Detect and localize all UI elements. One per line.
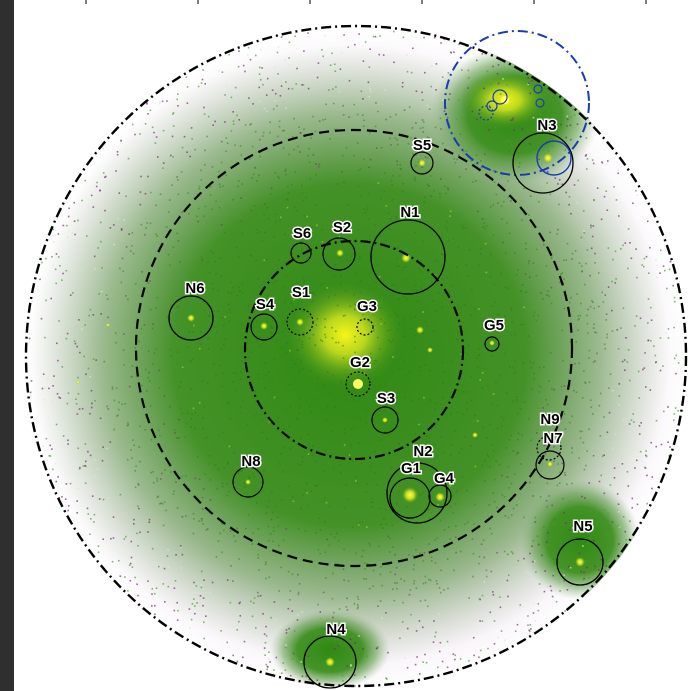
xray-image: S5 N3 N1 S6 S2 N6 S4 S1 G3 G5 G2 S3 N9 N… — [14, 0, 689, 691]
n8-aperture — [232, 466, 264, 498]
n7-aperture — [535, 450, 565, 480]
top-ticks — [85, 0, 647, 4]
label-n3: N3 — [537, 117, 556, 134]
label-n2: N2 — [413, 443, 432, 460]
label-n6: N6 — [185, 280, 204, 297]
n3-aperture — [512, 132, 574, 194]
s2-aperture — [322, 237, 356, 271]
ring-overlays — [24, 24, 688, 689]
n4-aperture — [303, 635, 357, 689]
label-s2: S2 — [333, 219, 351, 236]
source-extra-5 — [106, 323, 110, 327]
source-s1 — [296, 318, 304, 326]
source-n3 — [543, 153, 553, 163]
g5-aperture — [484, 336, 500, 352]
n9-aperture — [536, 435, 562, 461]
label-n5: N5 — [573, 518, 592, 535]
source-s5 — [418, 159, 426, 167]
source-g5 — [489, 340, 495, 346]
s1-aperture — [286, 308, 314, 336]
label-n4: N4 — [326, 621, 346, 638]
n6-aperture — [168, 295, 214, 341]
source-extra-4 — [501, 96, 509, 104]
label-g5: G5 — [484, 317, 504, 334]
dark-sidebar — [0, 0, 14, 691]
label-n8: N8 — [241, 453, 260, 470]
s4-aperture — [250, 313, 278, 341]
g4-aperture — [428, 484, 452, 508]
s6-aperture — [290, 242, 312, 264]
label-s1: S1 — [292, 284, 310, 301]
label-s6: S6 — [293, 225, 311, 242]
label-g4: G4 — [434, 470, 455, 487]
source-n6 — [187, 314, 195, 322]
n5-aperture — [556, 538, 604, 586]
source-s3 — [382, 417, 388, 423]
blue-small-1 — [492, 89, 508, 105]
blue-small-4 — [533, 84, 543, 94]
s3-aperture — [371, 406, 399, 434]
source-g4 — [435, 492, 445, 502]
blue-small-3 — [478, 105, 494, 121]
label-n1: N1 — [400, 204, 419, 221]
s-green-lobe — [270, 610, 390, 688]
source-n1 — [401, 253, 411, 263]
source-extra-2 — [427, 347, 433, 353]
source-n8 — [245, 479, 251, 485]
outer-dashdot-ring — [24, 24, 688, 688]
label-g2: G2 — [350, 354, 370, 371]
label-g1: G1 — [401, 460, 421, 477]
source-n5 — [575, 557, 585, 567]
middle-dashed-ring — [134, 128, 574, 568]
point-sources — [76, 96, 585, 667]
g2-aperture — [345, 371, 371, 397]
source-n7 — [547, 461, 553, 467]
source-g1 — [402, 487, 418, 503]
blue-small-5 — [535, 98, 545, 108]
inner-dashdot-ring — [243, 239, 465, 461]
s5-aperture — [410, 151, 434, 175]
label-s4: S4 — [256, 296, 275, 313]
label-s5: S5 — [413, 137, 431, 154]
n1-aperture — [370, 219, 446, 295]
label-n9: N9 — [540, 411, 559, 428]
label-g3: G3 — [357, 298, 377, 315]
g1-aperture — [389, 477, 431, 519]
core-yellow — [285, 280, 405, 390]
n2-aperture — [386, 462, 448, 524]
source-s2 — [336, 249, 344, 257]
source-extra-3 — [472, 432, 478, 438]
label-n7: N7 — [543, 430, 562, 447]
source-s4 — [260, 322, 268, 330]
source-n4 — [325, 657, 335, 667]
source-extra-1 — [416, 326, 424, 334]
source-labels: S5 N3 N1 S6 S2 N6 S4 S1 G3 G5 G2 S3 N9 N… — [184, 116, 594, 640]
image-frame: S5 N3 N1 S6 S2 N6 S4 S1 G3 G5 G2 S3 N9 N… — [14, 0, 689, 691]
blue-region-ring — [444, 30, 590, 176]
n3-blue-aperture — [536, 140, 572, 176]
label-s3: S3 — [377, 390, 395, 407]
source-extra-6 — [76, 380, 80, 384]
source-g2 — [353, 379, 363, 389]
g3-aperture — [356, 318, 374, 336]
